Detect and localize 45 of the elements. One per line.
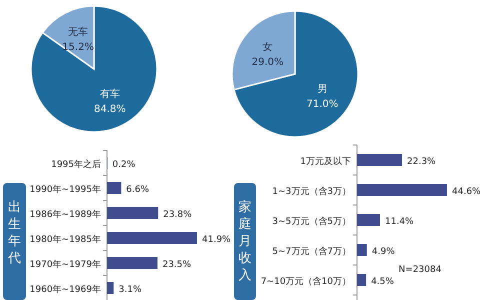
y-tick-label: 1986年~1989年 [30, 209, 101, 220]
slice-label: 无车 [68, 26, 88, 38]
bar [357, 244, 367, 256]
bar [107, 182, 122, 194]
slice-label: 男 [317, 84, 328, 96]
data-label: 3.1% [118, 285, 142, 295]
data-label: 71.0% [306, 99, 338, 110]
bar [357, 274, 366, 286]
bar [357, 154, 402, 166]
y-tick-label: 1~3万元（含3万） [272, 186, 351, 197]
data-label: 44.6% [452, 187, 480, 197]
bar [107, 257, 158, 269]
annotation: N=23084 [398, 265, 442, 275]
y-tick-label: 1970年~1979年 [30, 259, 101, 270]
bar [107, 282, 114, 294]
y-axis-title: 家庭月收入 [238, 199, 252, 283]
data-label: 4.9% [372, 247, 396, 257]
slice-label: 女 [262, 40, 273, 53]
y-axis-title: 出生年代 [7, 200, 21, 266]
data-label: 6.6% [126, 185, 150, 195]
pie-slice [233, 10, 359, 138]
data-label: 15.2% [62, 42, 94, 54]
y-tick-label: 1995年之后 [51, 159, 101, 170]
data-label: 4.5% [371, 277, 394, 287]
bar [107, 207, 158, 219]
data-label: 11.4% [385, 217, 414, 227]
y-tick-label: 1980年~1985年 [30, 234, 101, 245]
data-label: 22.3% [407, 157, 436, 167]
y-tick-label: 1990年~1995年 [30, 184, 101, 195]
bar [357, 214, 380, 226]
data-label: 23.8% [163, 210, 192, 220]
y-tick-label: 5~7万元（含7万） [272, 246, 351, 257]
y-tick-label: 3~5万元（含5万） [272, 216, 351, 227]
bar [107, 232, 197, 244]
data-label: 23.5% [162, 260, 192, 270]
data-label: 0.2% [112, 160, 136, 170]
bar [357, 184, 447, 196]
slice-label: 有车 [100, 88, 120, 100]
data-label: 29.0% [252, 56, 284, 68]
data-label: 84.8% [94, 104, 126, 115]
y-tick-label: 7~10万元（含10万） [260, 276, 351, 287]
data-label: 41.9% [202, 235, 232, 245]
pie-slice [30, 5, 158, 133]
y-tick-label: 1960年~1969年 [30, 284, 101, 295]
y-tick-label: 1万元及以下 [300, 156, 351, 167]
